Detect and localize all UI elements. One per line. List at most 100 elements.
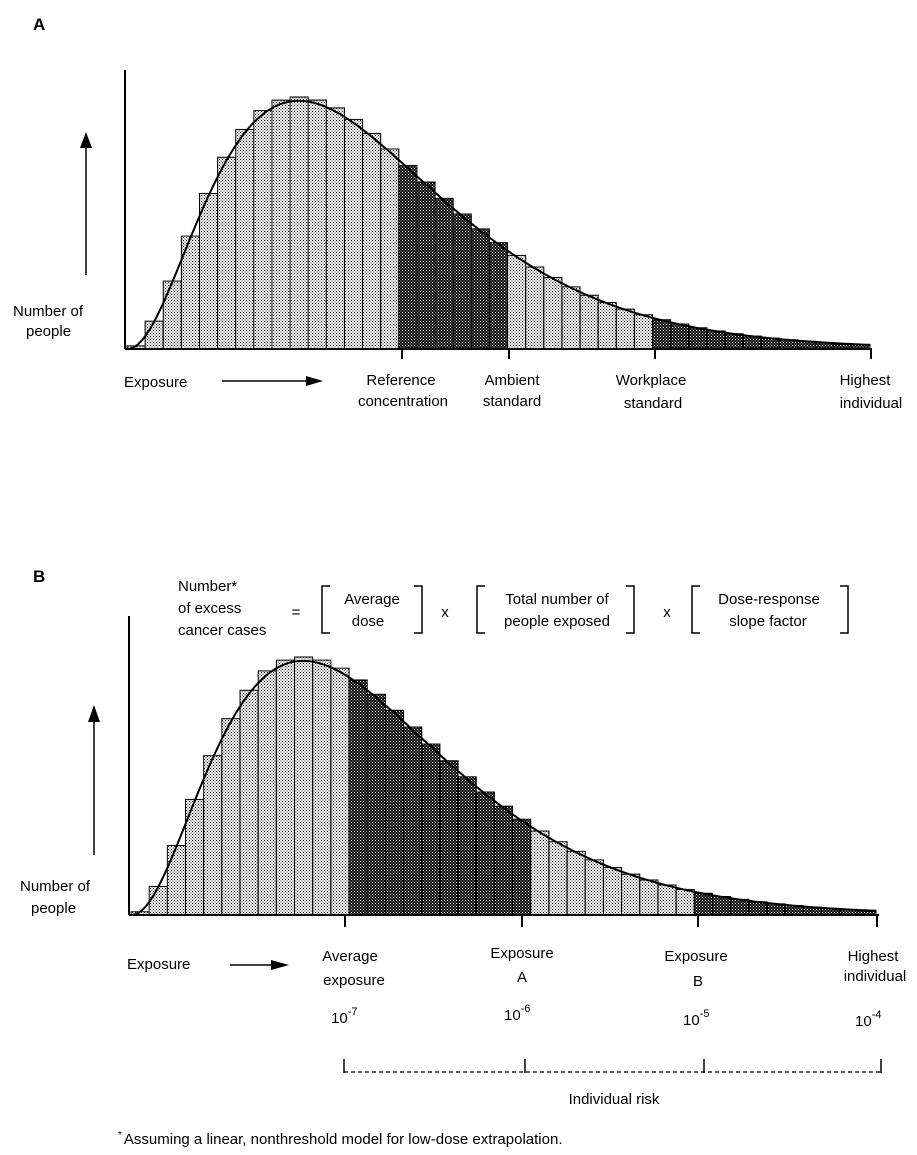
- risk-value-2-exponent: -6: [521, 1003, 531, 1015]
- term1-right-bracket: [414, 585, 423, 634]
- risk-value-4: 10-4: [855, 1009, 881, 1030]
- panel-a-marker-2-line1: Ambient: [484, 372, 540, 389]
- risk-value-2: 10-6: [504, 1003, 530, 1024]
- histogram-bar: [693, 892, 713, 916]
- histogram-bar: [470, 228, 490, 350]
- panel-a-marker-3-line1: Workplace: [616, 372, 687, 389]
- histogram-bar: [148, 885, 168, 916]
- panel-a-marker-1-line2: concentration: [358, 393, 448, 410]
- term2-right-bracket: [626, 585, 635, 634]
- histogram-bar: [144, 320, 164, 350]
- histogram-bar: [652, 319, 672, 350]
- histogram-bar: [398, 164, 418, 350]
- histogram-bar: [271, 99, 291, 350]
- risk-value-1-base: 10: [331, 1010, 348, 1027]
- footnote-star: *: [118, 1130, 122, 1141]
- equation-term2-line1: Total number of: [505, 591, 609, 608]
- histogram-bar: [566, 850, 586, 916]
- histogram-bar: [312, 659, 332, 916]
- histogram-bar: [621, 873, 641, 916]
- histogram-bar: [366, 693, 386, 916]
- equation-term1-line1: Average: [344, 591, 400, 608]
- panel-a-xlabel: Exposure: [124, 374, 187, 391]
- histogram-bar: [452, 213, 472, 350]
- equation-term2-line2: people exposed: [504, 613, 610, 630]
- equation-lhs-line3: cancer cases: [178, 622, 266, 639]
- histogram-bar: [403, 726, 423, 916]
- risk-value-4-base: 10: [855, 1013, 872, 1030]
- panel-b-marker-2-line2: A: [517, 969, 527, 986]
- histogram-bar: [416, 181, 436, 350]
- panel-a-marker-3-line2: standard: [624, 395, 682, 412]
- panel-b-ylabel-line2: people: [31, 900, 76, 917]
- panel-b-y-arrow-head-icon: [88, 705, 100, 722]
- panel-a: A Number of people Exposure Reference co…: [13, 15, 902, 412]
- histogram-bar: [488, 242, 509, 350]
- histogram-bar: [639, 879, 659, 916]
- equation-equals: =: [292, 604, 301, 621]
- histogram-bar: [597, 302, 617, 350]
- equation-term3-line1: Dose-response: [718, 591, 820, 608]
- histogram-bar: [543, 276, 563, 350]
- panel-b-ylabel-line1: Number of: [20, 878, 91, 895]
- panel-a-ylabel-line2: people: [26, 323, 71, 340]
- histogram-bar: [584, 859, 604, 916]
- histogram-bar: [615, 308, 635, 350]
- equation-lhs-line2: of excess: [178, 600, 241, 617]
- panel-a-distribution-curve: [126, 99, 871, 350]
- risk-value-3-exponent: -5: [700, 1008, 710, 1020]
- histogram-bar: [457, 776, 477, 916]
- panel-b-marker-4-line2: individual: [844, 968, 907, 985]
- risk-value-1-exponent: -7: [348, 1006, 358, 1018]
- risk-value-2-base: 10: [504, 1007, 521, 1024]
- histogram-bar: [561, 286, 581, 350]
- histogram-bar: [675, 888, 695, 916]
- histogram-bar: [380, 148, 400, 350]
- panel-a-y-arrow-head-icon: [80, 132, 92, 148]
- panel-b-marker-3-line1: Exposure: [664, 948, 727, 965]
- cancer-cases-equation: Number* of excess cancer cases = Average…: [178, 578, 849, 639]
- panel-a-x-arrow-head-icon: [306, 376, 323, 386]
- histogram-bar: [548, 841, 568, 916]
- histogram-bar: [439, 760, 459, 916]
- panel-b-marker-2-line1: Exposure: [490, 945, 553, 962]
- histogram-bar: [384, 709, 405, 916]
- histogram-bar: [330, 667, 350, 916]
- histogram-bar: [670, 323, 690, 350]
- equation-term1-line2: dose: [352, 613, 385, 630]
- panel-a-marker-4-line1: Highest: [840, 372, 892, 389]
- footnote-text: Assuming a linear, nonthreshold model fo…: [124, 1131, 563, 1148]
- histogram-bar: [688, 327, 708, 350]
- panel-b-marker-4-line1: Highest: [848, 948, 900, 965]
- histogram-bar: [162, 280, 182, 350]
- histogram-bar: [602, 866, 623, 916]
- histogram-bar: [253, 110, 273, 350]
- histogram-bar: [198, 192, 219, 350]
- panel-b-distribution-curve: [130, 659, 877, 916]
- panel-b-histogram: [130, 656, 877, 916]
- histogram-bar: [275, 659, 296, 916]
- panel-b-marker-1-line2: exposure: [323, 972, 385, 989]
- term3-left-bracket: [691, 585, 700, 634]
- histogram-bar: [257, 670, 277, 916]
- histogram-bar: [530, 830, 550, 916]
- histogram-bar: [166, 844, 187, 916]
- histogram-bar: [475, 791, 495, 916]
- equation-term3-line2: slope factor: [729, 613, 807, 630]
- histogram-bar: [706, 330, 726, 350]
- histogram-bar: [711, 896, 732, 916]
- histogram-bar: [724, 333, 744, 350]
- risk-value-3-base: 10: [683, 1012, 700, 1029]
- panel-a-ylabel-line1: Number of: [13, 303, 84, 320]
- histogram-bar: [343, 118, 364, 350]
- footnote: * Assuming a linear, nonthreshold model f…: [118, 1130, 563, 1148]
- individual-risk-bracket: [343, 1059, 882, 1073]
- panel-a-marker-4-line2: individual: [840, 395, 903, 412]
- equation-lhs-line1: Number*: [178, 578, 237, 595]
- histogram-bar: [217, 156, 237, 350]
- term3-right-bracket: [840, 585, 849, 634]
- panel-a-marker-1-line1: Reference: [366, 372, 435, 389]
- histogram-bar: [434, 197, 454, 350]
- panel-a-letter: A: [33, 15, 45, 34]
